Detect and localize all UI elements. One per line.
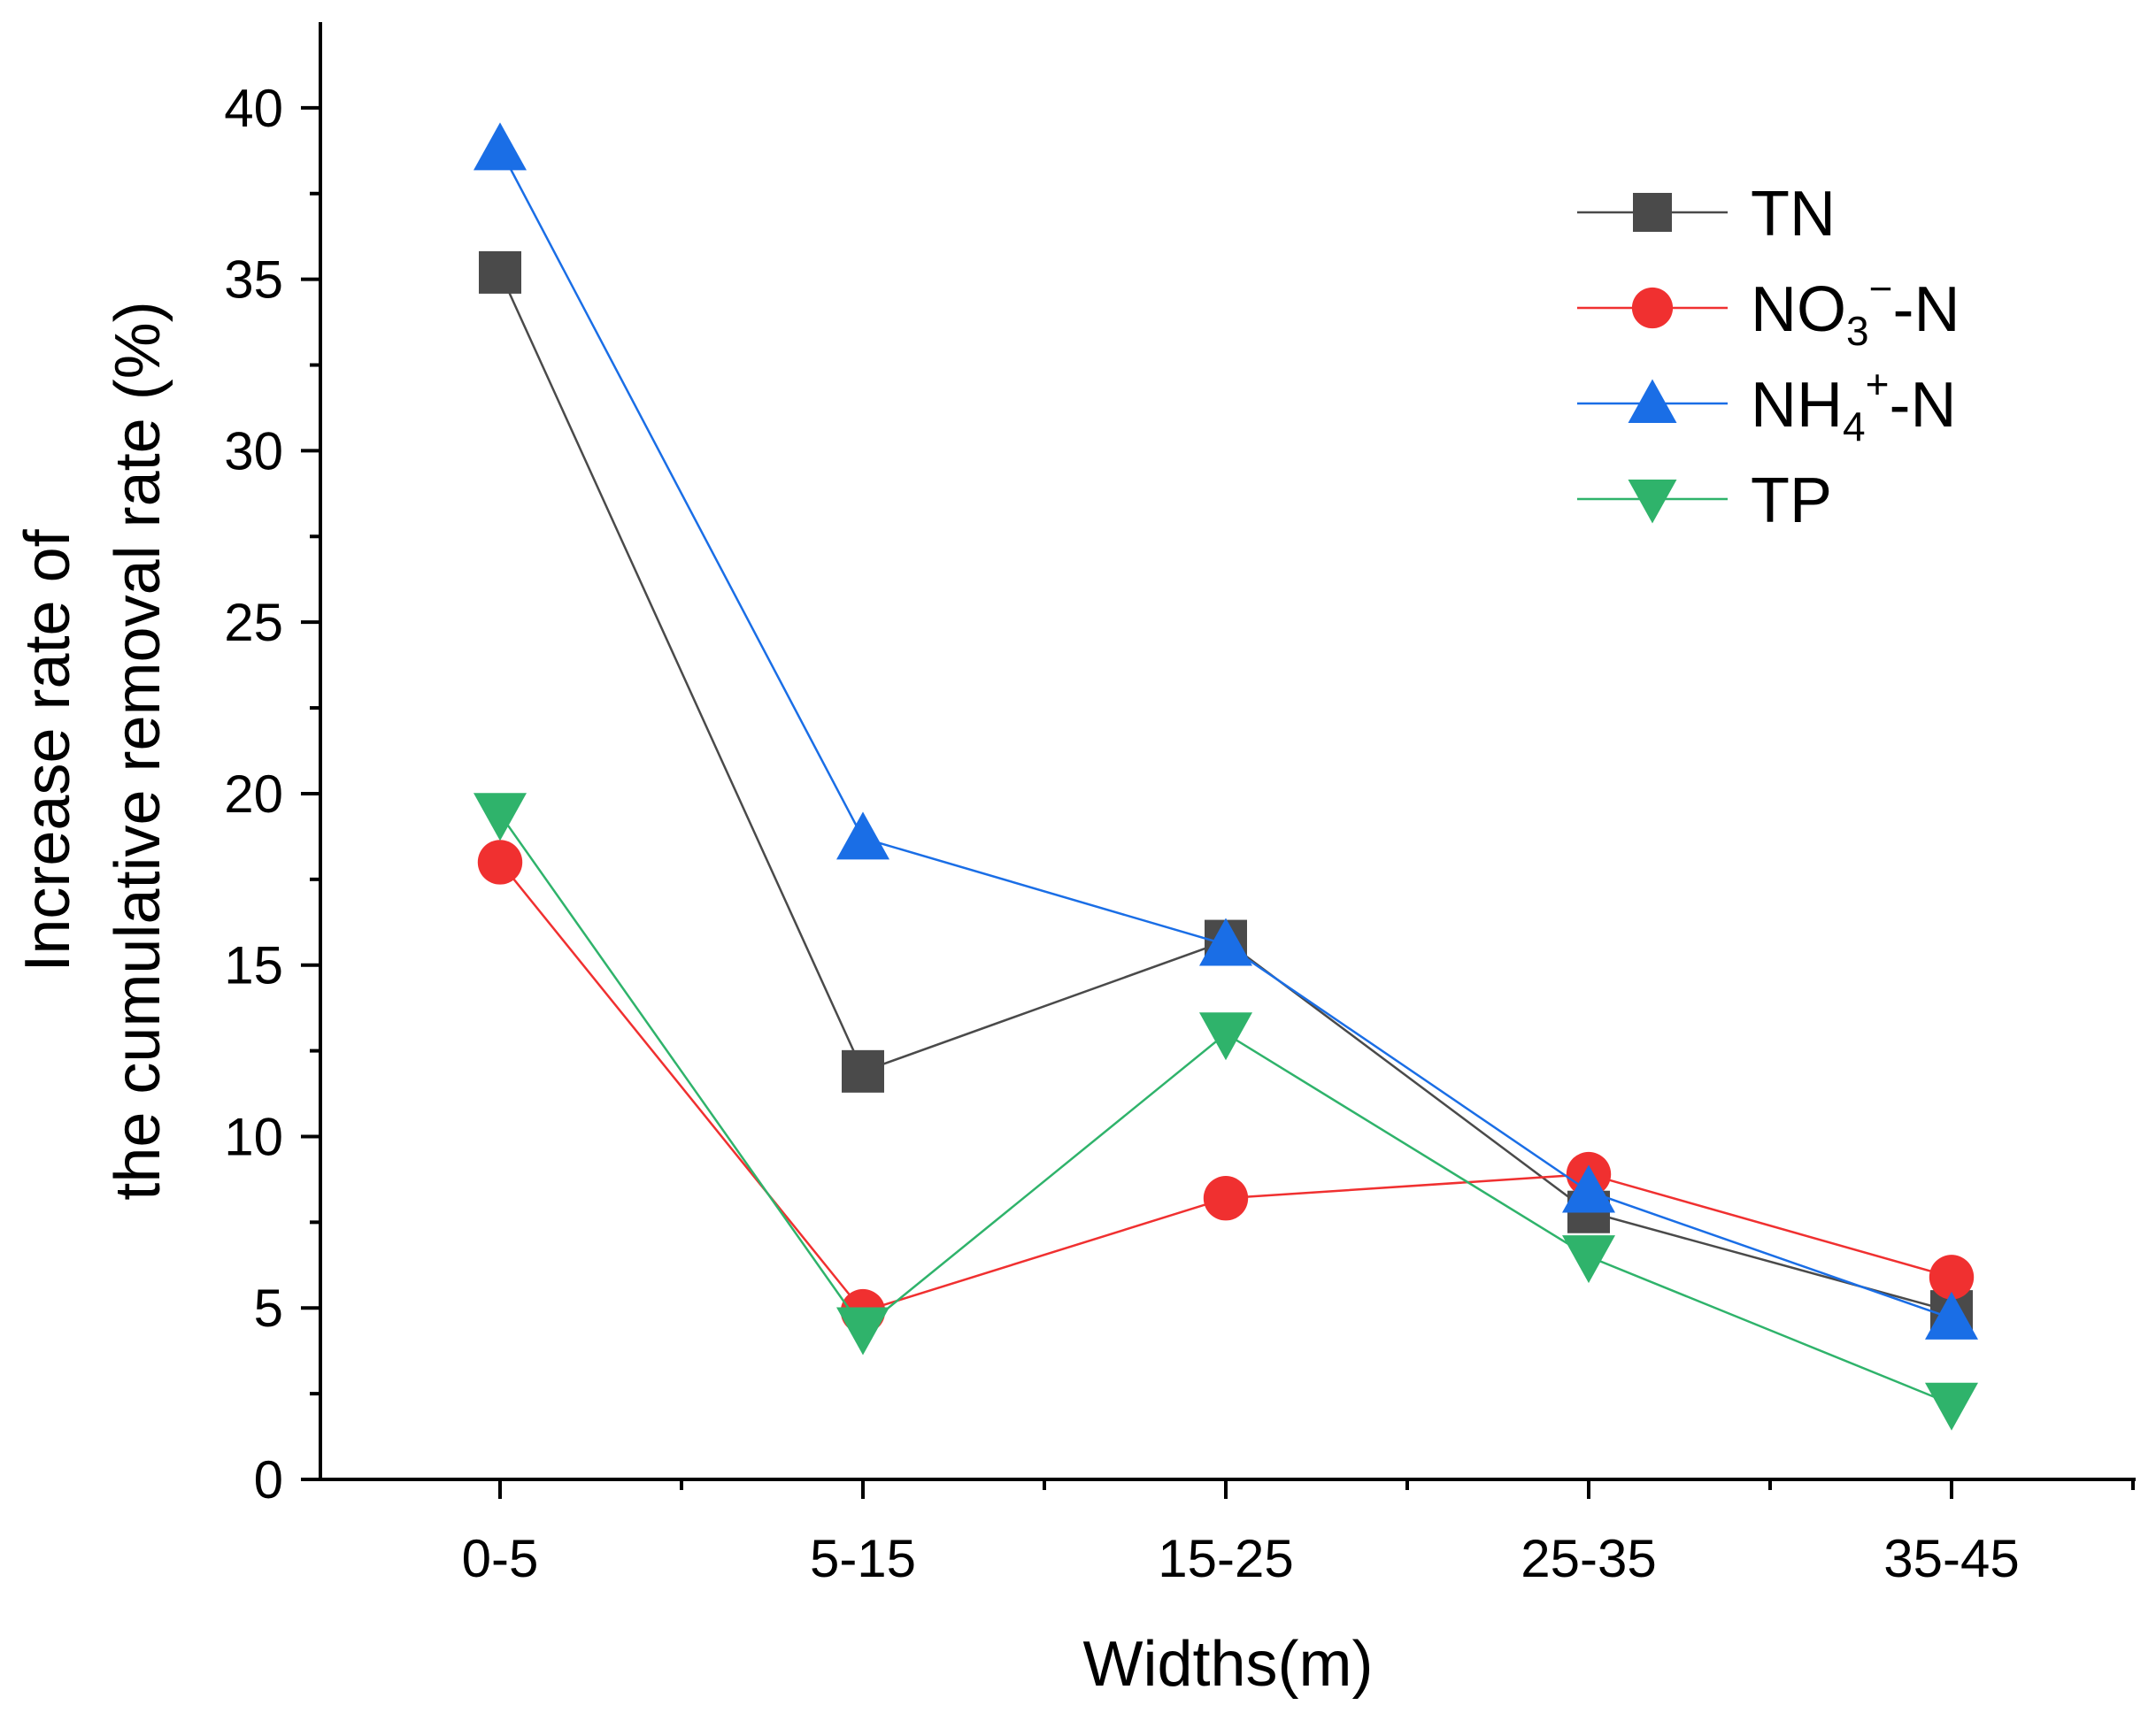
x-tick-label: 25-35 xyxy=(1521,1529,1656,1588)
series-3 xyxy=(474,793,1978,1431)
series-1 xyxy=(477,840,1975,1334)
series-line xyxy=(498,272,1952,1313)
y-tick-label: 35 xyxy=(224,250,283,310)
y-tick-label: 15 xyxy=(224,936,283,995)
legend-marker xyxy=(1631,287,1674,329)
data-point xyxy=(836,1307,889,1356)
legend-label-subscript: 3 xyxy=(1846,308,1869,354)
data-point xyxy=(474,122,527,171)
data-point xyxy=(1925,1291,1978,1340)
data-point xyxy=(1562,1235,1615,1284)
y-tick-label: 0 xyxy=(254,1450,283,1509)
legend-label-superscript: − xyxy=(1869,265,1893,311)
legend-label: NH4+-N xyxy=(1751,361,1956,449)
legend-item-0: TN xyxy=(1577,179,1836,250)
x-tick-label: 5-15 xyxy=(810,1529,916,1588)
data-point xyxy=(842,1049,884,1093)
legend-label-main: NH xyxy=(1751,370,1843,441)
data-point xyxy=(836,811,889,860)
legend-label-main: TP xyxy=(1751,465,1832,536)
legend-marker xyxy=(1633,193,1672,232)
data-point xyxy=(1929,1255,1975,1300)
data-point xyxy=(1925,1382,1978,1431)
series-0 xyxy=(479,250,1973,1333)
legend-label-subscript: 4 xyxy=(1843,403,1866,449)
y-tick-label: 20 xyxy=(224,764,283,824)
y-tick-label: 10 xyxy=(224,1107,283,1166)
legend-label: NO3−-N xyxy=(1751,265,1960,354)
data-point xyxy=(1199,918,1252,966)
data-point xyxy=(1203,1176,1249,1221)
data-point xyxy=(479,250,521,294)
legend-label-main: TN xyxy=(1751,179,1836,250)
x-tick-label: 35-45 xyxy=(1883,1529,2019,1588)
legend-item-2: NH4+-N xyxy=(1577,361,1956,449)
legend-label-main: NO xyxy=(1751,274,1846,345)
data-point xyxy=(1199,1012,1252,1061)
legend-marker xyxy=(1628,480,1677,524)
series-layer xyxy=(474,122,1978,1431)
axes: 0 5 10 15 20 25 30 35 40 0-5 5-15 15-25 25-35 35-45 xyxy=(224,22,2136,1588)
legend-marker xyxy=(1628,379,1677,423)
series-line xyxy=(498,148,1952,1320)
legend-label-tail: -N xyxy=(1889,370,1956,441)
y-tick-label: 30 xyxy=(224,421,283,480)
x-tick-label: 0-5 xyxy=(462,1529,539,1588)
legend-label: TN xyxy=(1751,179,1836,250)
legend-label-superscript: + xyxy=(1866,361,1890,407)
x-axis-title: Widths(m) xyxy=(1083,1629,1374,1700)
series-2 xyxy=(474,122,1978,1340)
legend-item-1: NO3−-N xyxy=(1577,265,1960,354)
data-point xyxy=(1562,1164,1615,1213)
y-axis-title-line2: the cumulative removal rate (%) xyxy=(103,301,173,1200)
data-point xyxy=(477,840,523,885)
legend-item-3: TP xyxy=(1577,465,1832,536)
series-line xyxy=(498,813,1952,1405)
y-tick-label: 5 xyxy=(254,1279,283,1338)
legend-label: TP xyxy=(1751,465,1832,536)
x-tick-label: 15-25 xyxy=(1158,1529,1293,1588)
data-point xyxy=(474,793,527,841)
legend-label-tail: -N xyxy=(1892,274,1960,345)
y-axis-title-line1: Increase rate of xyxy=(12,528,83,972)
y-tick-label: 25 xyxy=(224,593,283,652)
y-tick-label: 40 xyxy=(224,79,283,138)
